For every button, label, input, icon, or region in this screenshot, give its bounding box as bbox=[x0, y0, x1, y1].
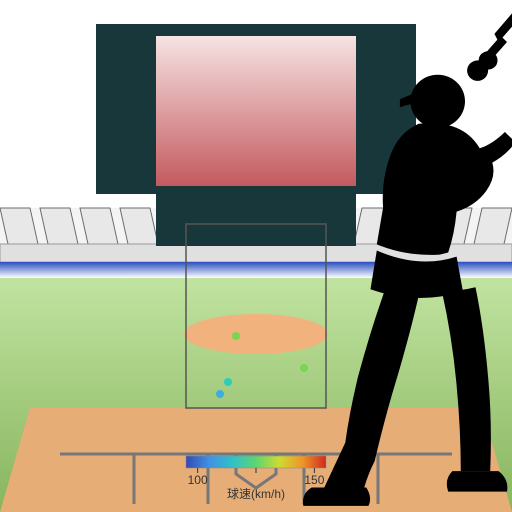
legend-label: 球速(km/h) bbox=[227, 487, 285, 501]
scoreboard-screen bbox=[156, 36, 356, 186]
pitch-marker bbox=[224, 378, 232, 386]
legend-tick-label: 100 bbox=[188, 473, 208, 487]
pitchers-mound bbox=[184, 314, 328, 354]
pitch-marker bbox=[232, 332, 240, 340]
legend-bar bbox=[186, 456, 326, 468]
legend-tick-label: 150 bbox=[304, 473, 324, 487]
pitch-marker bbox=[216, 390, 224, 398]
pitch-marker bbox=[300, 364, 308, 372]
